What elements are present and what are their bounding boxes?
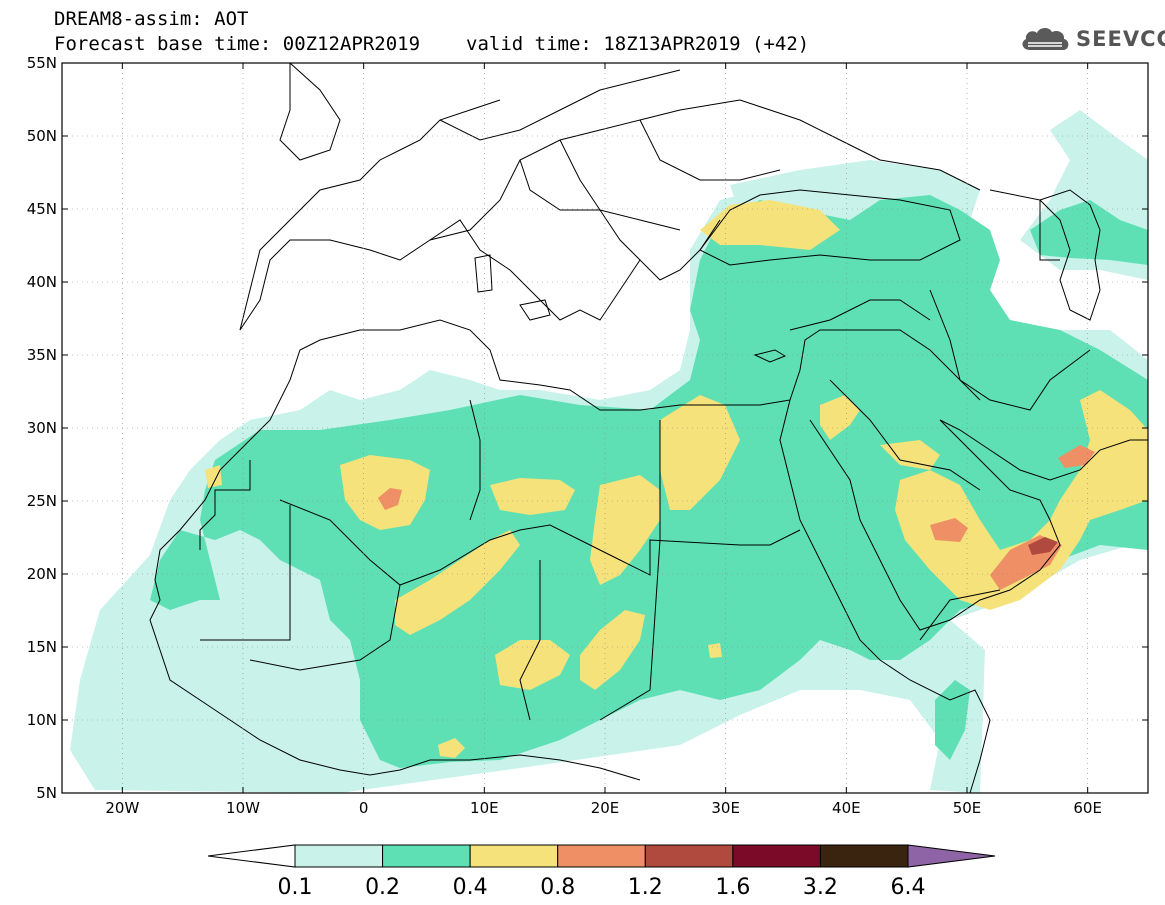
colorbar-segment <box>644 844 734 868</box>
coastline-north-africa <box>249 319 791 441</box>
border-yemen <box>919 589 1001 641</box>
seevccc-logo: SEEVCCC <box>1018 24 1165 54</box>
lon-tick-label: 10W <box>226 799 260 817</box>
aot-region-iran-salmon <box>1058 445 1095 468</box>
colorbar-level-label: 0.4 <box>453 875 488 900</box>
coastline-cyprus <box>753 349 787 363</box>
border-europe-4 <box>639 119 781 181</box>
aot-region-sudan-yellow <box>580 610 645 690</box>
border-turkey-syria <box>789 299 931 331</box>
colorbar-segment <box>557 844 646 868</box>
border-russia <box>739 99 981 191</box>
forecast-base-time: Forecast base time: 00Z12APR2019 <box>54 33 421 55</box>
border-chad <box>519 560 541 721</box>
aot-region-caspian-green <box>1030 200 1148 265</box>
axis-labels: 55N 50N 45N 40N 35N 30N 25N 20N 15N 10N 5N 20W 10W 0 1… <box>27 54 1102 817</box>
lon-tick-label: 10E <box>470 799 499 817</box>
aot-region-algeria-salmon <box>378 488 402 510</box>
aot-region-niger-yellow <box>395 530 520 635</box>
lat-tick-label: 25N <box>27 492 57 510</box>
colorbar: 0.1 0.2 0.4 0.8 1.2 1.6 3.2 6.4 <box>207 844 996 900</box>
aot-region-nigeria-yellow <box>495 640 570 690</box>
time-line: Forecast base time: 00Z12APR2019 valid ti… <box>54 33 809 55</box>
product-title: DREAM8-assim: AOT <box>54 8 249 30</box>
colorbar-over-triangle <box>907 844 996 868</box>
aot-region-westafrica-yellow <box>205 465 222 488</box>
border-sahel <box>249 584 401 671</box>
coastlines-borders <box>149 63 1148 793</box>
colorbar-level-label: 6.4 <box>891 875 926 900</box>
aot-region-chad-yellow <box>490 478 575 515</box>
border-iran <box>929 289 1091 411</box>
lon-tick-label: 30E <box>711 799 740 817</box>
lat-tick-label: 30N <box>27 419 57 437</box>
colorbar-under-triangle <box>207 844 296 868</box>
valid-time: valid time: 18Z13APR2019 (+42) <box>466 33 810 55</box>
colorbar-level-label: 1.6 <box>715 875 750 900</box>
colorbar-segment <box>732 844 821 868</box>
aot-region-sahel-yellow-dot <box>438 738 465 758</box>
lon-tick-label: 60E <box>1073 799 1102 817</box>
coastline-sardinia <box>474 254 493 293</box>
colorbar-level-label: 0.2 <box>365 875 400 900</box>
aot-region-egypt-yellow <box>660 395 740 510</box>
border-sahara-1 <box>279 499 801 586</box>
aot-region-turkey-yellow <box>700 200 840 250</box>
lon-tick-label: 0 <box>359 799 369 817</box>
coastline-black-sea <box>699 189 961 266</box>
colorbar-level-label: 0.1 <box>278 875 313 900</box>
colorbar-level-label: 1.2 <box>628 875 663 900</box>
coastline-britain <box>279 63 341 161</box>
colorbar-level-label: 3.2 <box>803 875 838 900</box>
aot-region-arabia-yellow <box>895 390 1148 610</box>
aot-region-iraq-yellow <box>820 395 860 440</box>
colorbar-segment <box>294 844 384 868</box>
coastline-levant <box>789 329 981 401</box>
aot-region-arabia-salmon <box>930 518 968 542</box>
border-sahara-2 <box>469 399 481 521</box>
border-europe-5 <box>439 69 681 141</box>
coastline-west-africa <box>149 439 641 781</box>
coastline-persian-gulf <box>939 419 1148 481</box>
lat-tick-label: 40N <box>27 273 57 291</box>
lat-tick-label: 20N <box>27 565 57 583</box>
aot-region-gulf-yellow <box>880 440 940 470</box>
colorbar-segment <box>469 844 559 868</box>
coastline-caspian <box>1039 189 1101 321</box>
lat-tick-label: 55N <box>27 54 57 72</box>
lat-tick-label: 50N <box>27 127 57 145</box>
logo-text: SEEVCCC <box>1076 27 1165 51</box>
lon-tick-label: 20W <box>105 799 139 817</box>
colorbar-segment <box>819 844 909 868</box>
border-caucasus <box>989 189 1060 261</box>
axis-ticks <box>62 62 1148 794</box>
border-mali <box>200 505 291 641</box>
lat-tick-label: 45N <box>27 200 57 218</box>
lat-tick-label: 5N <box>36 784 57 802</box>
lon-tick-label: 40E <box>832 799 861 817</box>
colorbar-level-label: 0.8 <box>540 875 575 900</box>
lon-tick-label: 20E <box>591 799 620 817</box>
gridlines <box>62 63 1148 793</box>
colorbar-segment <box>382 844 471 868</box>
cloud-icon <box>1022 27 1069 50</box>
coastline-red-sea <box>779 399 991 793</box>
aot-layer-1-2 <box>1028 537 1058 555</box>
aot-region-sudan-yellow-dot <box>708 643 722 658</box>
coastline-arabia <box>809 419 1061 631</box>
coastline-sicily <box>519 299 551 321</box>
border-arabia <box>829 379 981 491</box>
border-west-sahara <box>199 460 251 550</box>
coastline-europe-south <box>239 219 721 331</box>
border-sahara-3 <box>599 420 661 721</box>
border-europe-3 <box>559 139 641 261</box>
lon-tick-label: 50E <box>953 799 982 817</box>
lat-tick-label: 10N <box>27 711 57 729</box>
aot-region-oman-brown <box>1028 537 1058 555</box>
border-europe-2 <box>519 159 681 231</box>
aot-region-libya-yellow <box>590 475 660 585</box>
lat-tick-label: 15N <box>27 638 57 656</box>
lat-tick-label: 35N <box>27 346 57 364</box>
